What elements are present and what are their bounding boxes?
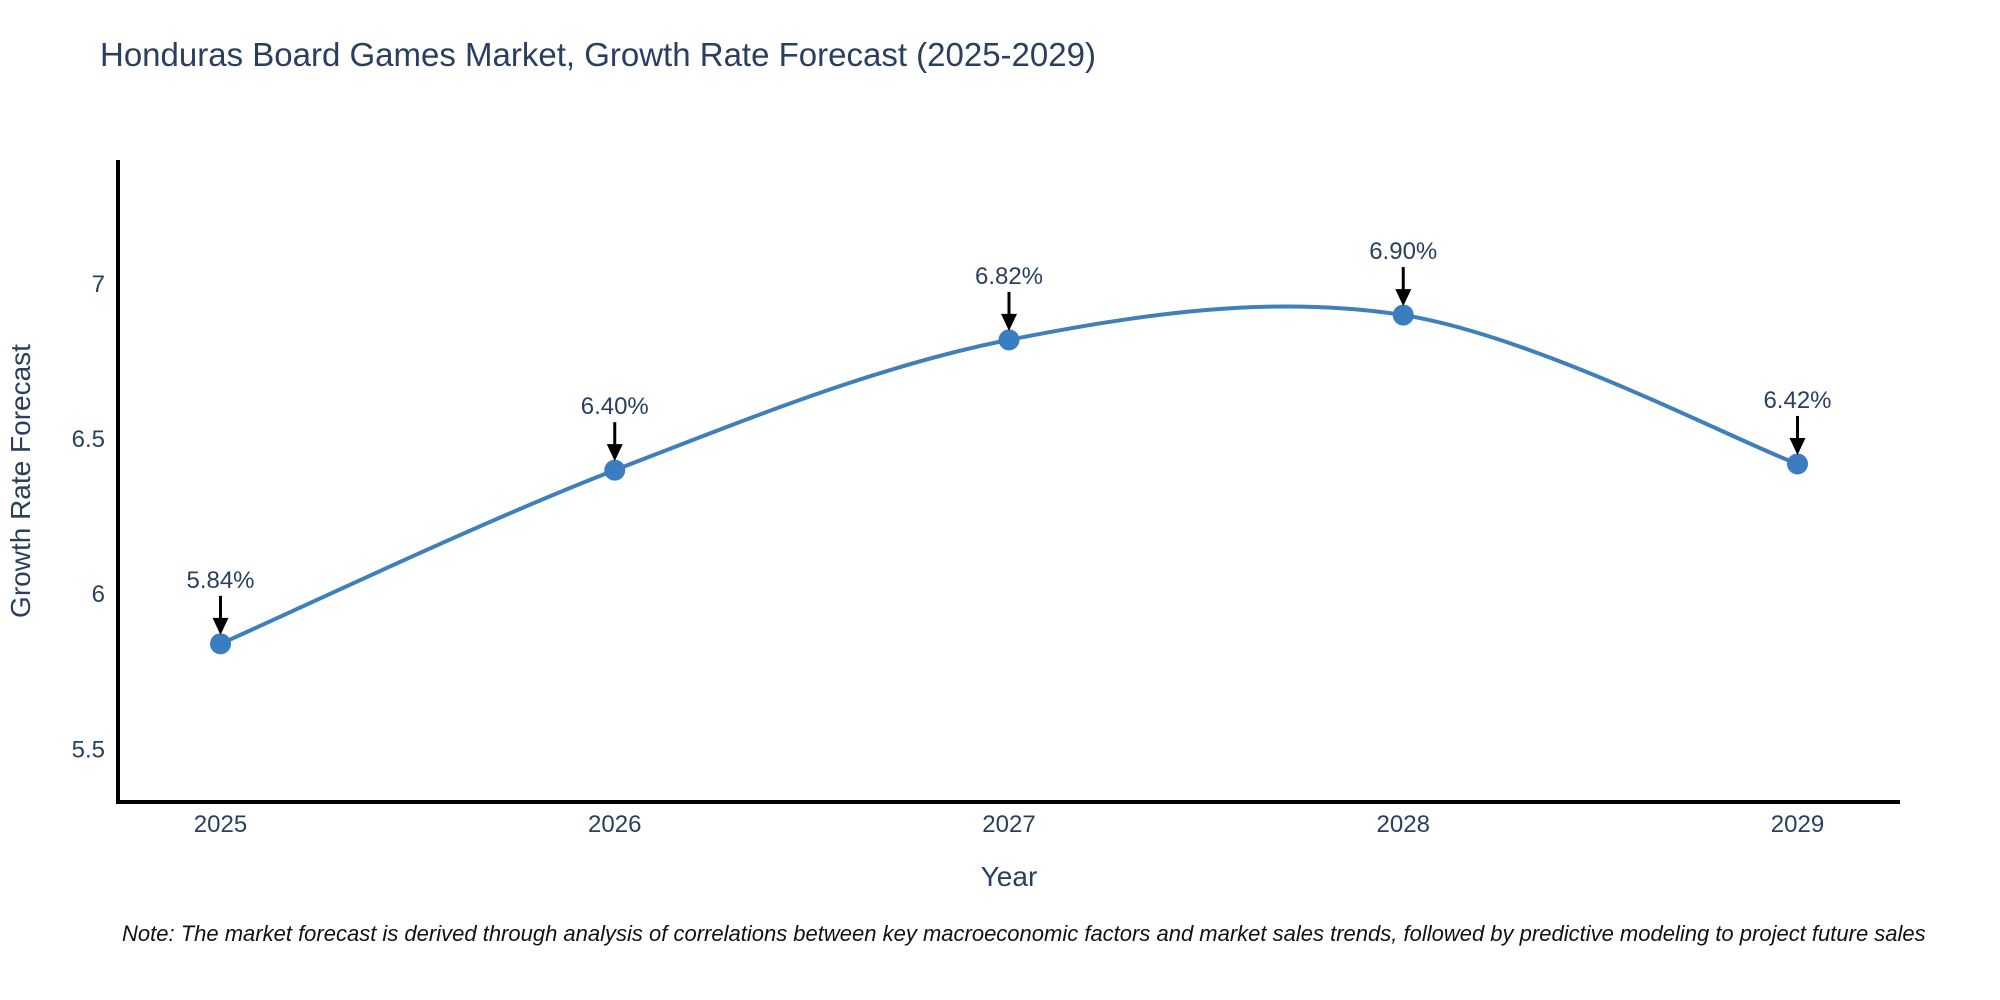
annotation-arrowhead-icon xyxy=(1789,437,1806,455)
trend-line xyxy=(219,304,1799,646)
chart-title: Honduras Board Games Market, Growth Rate… xyxy=(100,36,1096,73)
data-point-marker[interactable] xyxy=(1392,304,1414,326)
annotation-label: 6.90% xyxy=(1369,238,1437,265)
data-point-marker[interactable] xyxy=(998,329,1020,351)
annotation-label: 6.42% xyxy=(1763,387,1831,414)
x-tick-label: 2028 xyxy=(1377,811,1430,838)
x-tick-label: 2029 xyxy=(1771,811,1824,838)
annotation-arrowhead-icon xyxy=(1395,289,1412,307)
tick-layer: 2025 2026 2027 2028 2029 5.5 6 6.5 7 xyxy=(72,271,1825,838)
y-tick-label: 5.5 xyxy=(72,736,105,763)
y-tick-label: 6 xyxy=(92,581,105,608)
data-point-marker[interactable] xyxy=(210,633,232,655)
annotation-arrowhead-icon xyxy=(1001,313,1017,331)
y-tick-label: 7 xyxy=(92,271,105,298)
x-tick-label: 2026 xyxy=(588,811,641,838)
y-axis-title: Growth Rate Forecast xyxy=(5,344,36,618)
y-tick-label: 6.5 xyxy=(72,426,105,453)
annotation-arrowhead-icon xyxy=(606,444,623,462)
x-tick-label: 2027 xyxy=(982,811,1035,838)
annotation-label: 5.84% xyxy=(186,567,254,594)
annotation-layer: 5.84% 6.40% 6.82% 6.90% 6.42% xyxy=(186,238,1832,635)
x-axis-title: Year xyxy=(981,861,1038,892)
footnote: Note: The market forecast is derived thr… xyxy=(122,921,1926,946)
data-point-marker[interactable] xyxy=(1786,453,1808,475)
x-tick-label: 2025 xyxy=(194,811,247,838)
annotation-label: 6.82% xyxy=(975,263,1043,290)
annotation-label: 6.40% xyxy=(581,393,649,420)
data-point-marker[interactable] xyxy=(604,459,626,481)
series-layer xyxy=(210,304,1808,655)
annotation-arrowhead-icon xyxy=(212,617,229,635)
